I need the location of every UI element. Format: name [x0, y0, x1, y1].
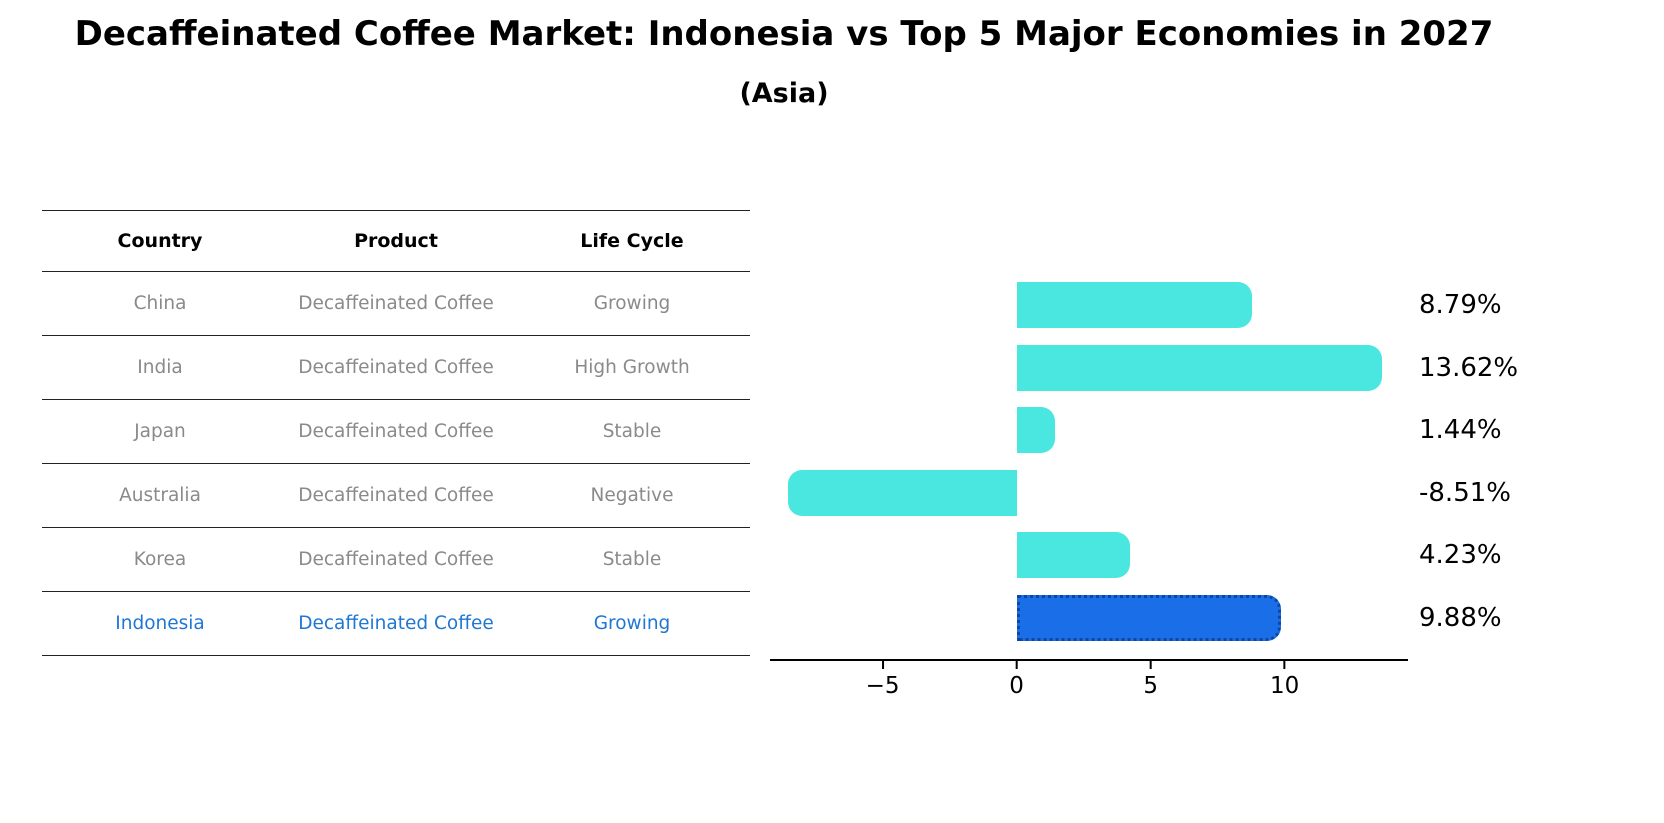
cell-country: China: [133, 293, 187, 314]
bar-chart: 8.79% 13.62% 1.44% -8.51% 4.23% 9.88% −5…: [770, 274, 1518, 711]
cell-country: India: [137, 357, 183, 378]
cell-life-cycle: Negative: [590, 485, 674, 506]
cell-country: Indonesia: [115, 613, 205, 634]
table-row: Japan Decaffeinated Coffee Stable: [42, 400, 750, 464]
bar-value-label: 13.62%: [1419, 352, 1519, 383]
column-header-life-cycle: Life Cycle: [580, 230, 684, 252]
bar: [1016, 532, 1130, 578]
x-tick: 0: [1009, 661, 1024, 699]
cell-life-cycle: Stable: [602, 549, 662, 570]
chart-subtitle: (Asia): [739, 78, 829, 109]
cell-life-cycle: Growing: [593, 613, 671, 634]
bar-row: 1.44%: [770, 399, 1502, 462]
table-row: China Decaffeinated Coffee Growing: [42, 272, 750, 336]
cell-product: Decaffeinated Coffee: [298, 549, 494, 570]
x-tick: 5: [1143, 661, 1158, 699]
chart-title: Decaffeinated Coffee Market: Indonesia v…: [74, 14, 1494, 54]
table-header-row: Country Product Life Cycle: [42, 211, 750, 272]
x-tick-label: 5: [1143, 673, 1158, 699]
country-table: Country Product Life Cycle China Decaffe…: [42, 210, 750, 656]
cell-product: Decaffeinated Coffee: [298, 357, 494, 378]
chart-header: Decaffeinated Coffee Market: Indonesia v…: [0, 0, 1568, 109]
x-axis: −5 0 5 10: [770, 659, 1408, 711]
bar: [788, 469, 1017, 516]
bar-value-label: 8.79%: [1419, 290, 1502, 321]
cell-product: Decaffeinated Coffee: [298, 613, 494, 634]
cell-product: Decaffeinated Coffee: [298, 485, 494, 506]
bar-value-label: -8.51%: [1419, 477, 1511, 508]
bar: [1016, 407, 1056, 453]
cell-product: Decaffeinated Coffee: [298, 293, 494, 314]
tick-mark: [1149, 661, 1152, 669]
cell-life-cycle: High Growth: [574, 357, 690, 378]
bar-value-label: 9.88%: [1419, 602, 1502, 633]
table-row-highlighted: Indonesia Decaffeinated Coffee Growing: [42, 592, 750, 656]
cell-product: Decaffeinated Coffee: [298, 421, 494, 442]
bar: [1016, 344, 1382, 391]
cell-life-cycle: Stable: [602, 421, 662, 442]
tick-mark: [881, 661, 884, 669]
x-tick: 10: [1270, 661, 1299, 699]
bar-value-label: 4.23%: [1419, 540, 1502, 571]
bar-row-highlighted: 9.88%: [770, 587, 1502, 650]
bar-row: 4.23%: [770, 524, 1502, 587]
bar-value-label: 1.44%: [1419, 415, 1502, 446]
x-tick-label: −5: [865, 673, 900, 699]
bar-row: 13.62%: [770, 337, 1518, 400]
cell-country: Australia: [119, 485, 201, 506]
table-row: Korea Decaffeinated Coffee Stable: [42, 528, 750, 592]
cell-life-cycle: Growing: [593, 293, 671, 314]
bar-indonesia: [1016, 594, 1282, 641]
cell-country: Korea: [133, 549, 187, 570]
bar: [1016, 282, 1253, 328]
x-tick: −5: [866, 661, 900, 699]
table-row: Australia Decaffeinated Coffee Negative: [42, 464, 750, 528]
column-header-country: Country: [117, 230, 203, 252]
bar-row: 8.79%: [770, 274, 1502, 337]
bar-row: -8.51%: [770, 462, 1511, 525]
column-header-product: Product: [354, 230, 438, 252]
cell-country: Japan: [134, 421, 186, 442]
table-row: India Decaffeinated Coffee High Growth: [42, 336, 750, 400]
tick-mark: [1283, 661, 1286, 669]
tick-mark: [1015, 661, 1018, 669]
x-tick-label: 0: [1009, 673, 1024, 699]
x-tick-label: 10: [1270, 673, 1300, 699]
